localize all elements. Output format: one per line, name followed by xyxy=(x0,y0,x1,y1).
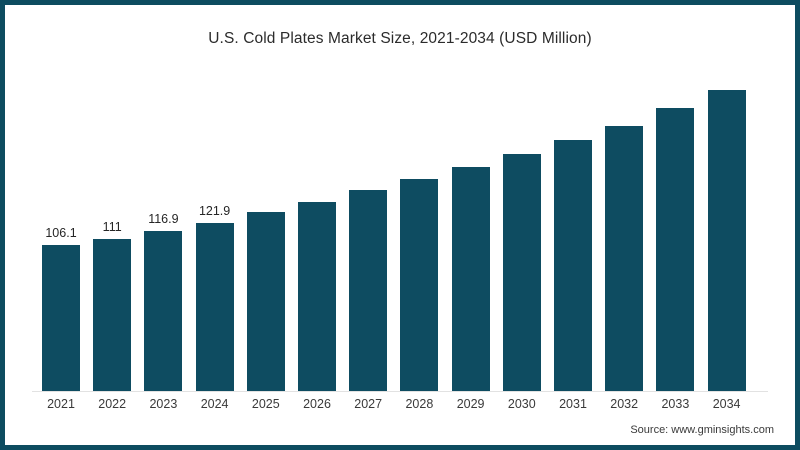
x-axis-tick-2033: 2033 xyxy=(661,397,690,411)
x-axis-baseline xyxy=(32,391,768,392)
x-axis-tick-2022: 2022 xyxy=(98,397,127,411)
x-axis-tick-2023: 2023 xyxy=(149,397,178,411)
page-title: U.S. Cold Plates Market Size, 2021-2034 … xyxy=(208,30,592,47)
bar-value-label-2022: 111 xyxy=(102,220,122,234)
x-axis-tick-2034: 2034 xyxy=(712,397,741,411)
bar-2028 xyxy=(400,179,439,391)
x-axis-tick-2031: 2031 xyxy=(559,397,587,411)
bar-2023 xyxy=(144,231,183,391)
bar-2032 xyxy=(605,126,644,391)
bar-2030 xyxy=(502,154,541,391)
bar-2031 xyxy=(554,140,592,391)
x-axis-tick-2027: 2027 xyxy=(354,397,383,411)
bar-2026 xyxy=(298,202,336,391)
x-axis-tick-2029: 2029 xyxy=(456,397,485,411)
x-axis-tick-2028: 2028 xyxy=(405,397,434,411)
x-axis-tick-2021: 2021 xyxy=(47,397,75,411)
bar-value-label-2024: 121.9 xyxy=(198,204,231,218)
bar-2021 xyxy=(42,245,80,391)
bar-2024 xyxy=(195,223,234,391)
x-axis-tick-2030: 2030 xyxy=(507,397,536,411)
x-axis-tick-2025: 2025 xyxy=(251,397,280,411)
bar-value-label-2023: 116.9 xyxy=(148,212,179,226)
bar-2027 xyxy=(349,190,388,391)
x-axis-tick-2032: 2032 xyxy=(610,397,639,411)
x-axis-tick-2024: 2024 xyxy=(200,397,229,411)
bar-2022 xyxy=(93,239,132,391)
bar-2033 xyxy=(656,108,695,391)
bar-2034 xyxy=(707,90,746,391)
x-axis-tick-2026: 2026 xyxy=(303,397,331,411)
bar-2029 xyxy=(451,167,490,391)
source-attribution: Source: www.gminsights.com xyxy=(630,424,774,436)
bar-value-label-2021: 106.1 xyxy=(45,226,77,240)
bar-2025 xyxy=(246,212,285,391)
